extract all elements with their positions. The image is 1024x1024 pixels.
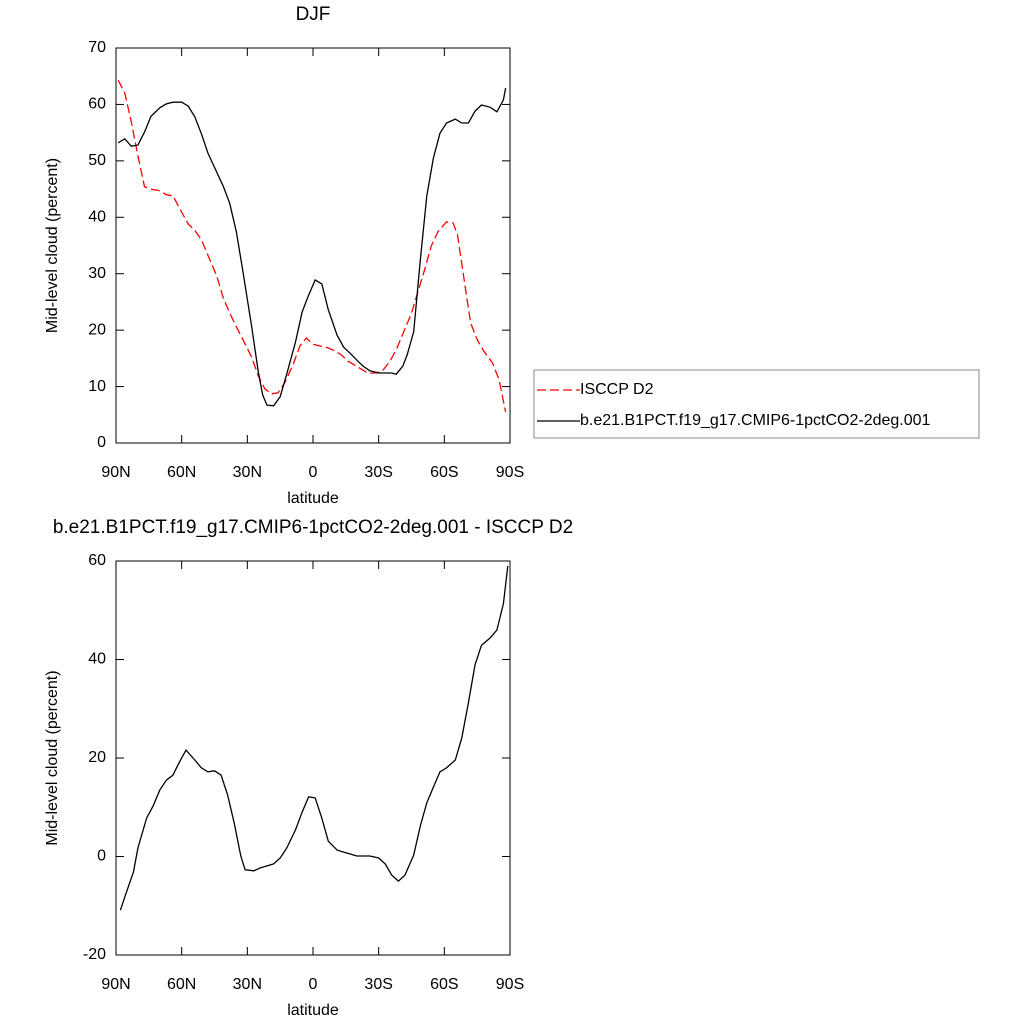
y-tick-label: 40 [88,651,106,668]
data-line [119,565,509,911]
x-axis-label: latitude [287,1002,339,1019]
x-tick-label: 60N [167,464,196,481]
chart-title: DJF [296,4,331,25]
x-tick-label: 60S [430,976,458,993]
y-tick-label: 70 [88,39,106,56]
y-tick-label: 60 [88,552,106,569]
x-tick-label: 90S [496,464,524,481]
x-tick-label: 60S [430,464,458,481]
legend-label: ISCCP D2 [580,381,654,398]
x-tick-label: 0 [309,976,318,993]
x-tick-label: 0 [309,464,318,481]
y-tick-label: 20 [88,321,106,338]
x-axis-label: latitude [287,490,339,507]
legend-box [533,369,980,439]
y-tick-label: 20 [88,749,106,766]
y-tick-label: -20 [83,946,106,963]
x-tick-label: 30N [233,464,262,481]
y-tick-label: 0 [97,848,106,865]
plot-frame [115,560,511,956]
x-tick-label: 30N [233,976,262,993]
x-tick-label: 90N [101,976,130,993]
data-line [117,87,507,407]
x-tick-label: 90N [101,464,130,481]
y-tick-label: 40 [88,209,106,226]
legend-label: b.e21.B1PCT.f19_g17.CMIP6-1pctCO2-2deg.0… [580,412,931,429]
y-tick-label: 50 [88,152,106,169]
y-tick-label: 0 [97,434,106,451]
plot-frame [115,47,511,444]
y-tick-label: 30 [88,265,106,282]
chart-title: b.e21.B1PCT.f19_g17.CMIP6-1pctCO2-2deg.0… [53,517,573,538]
y-tick-label: 60 [88,96,106,113]
x-tick-label: 60N [167,976,196,993]
x-tick-label: 90S [496,976,524,993]
y-axis-label: Mid-level cloud (percent) [44,158,61,333]
y-tick-label: 10 [88,378,106,395]
x-tick-label: 30S [364,976,392,993]
data-line [117,79,507,413]
y-axis-label: Mid-level cloud (percent) [44,670,61,845]
x-tick-label: 30S [364,464,392,481]
